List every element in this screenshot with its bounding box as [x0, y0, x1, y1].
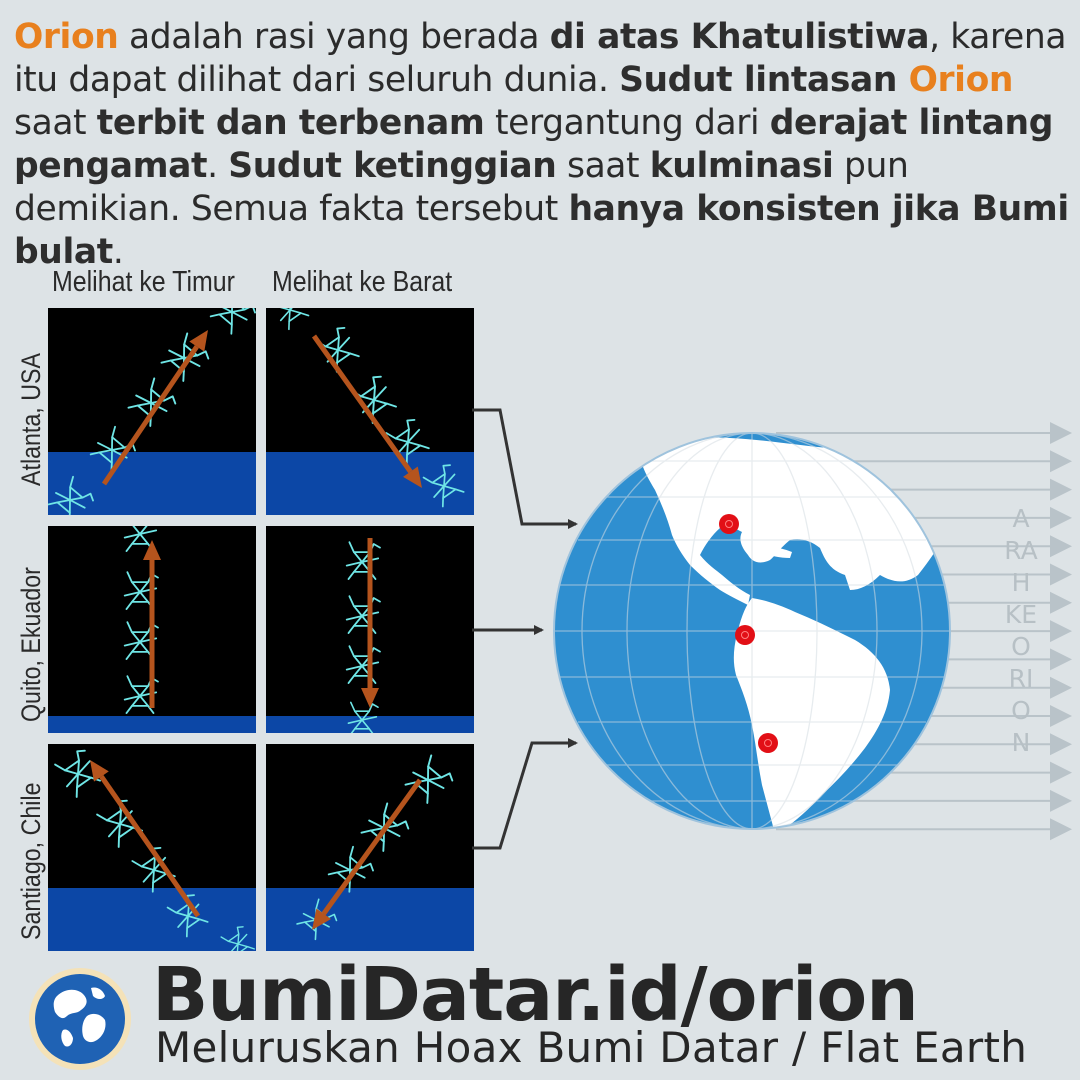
- sky-panel-drawing: [266, 744, 474, 951]
- intro-text: .: [112, 232, 124, 272]
- globe-graticule: [554, 433, 950, 829]
- intro-bold: Sudut lintasan: [619, 60, 909, 100]
- site-url: BumiDatar.id/orion: [152, 952, 919, 1038]
- intro-bold: derajat lintang pengamat: [14, 103, 1053, 186]
- sky-panel-atlanta-east: [48, 308, 256, 515]
- intro-text: adalah rasi yang berada: [118, 17, 550, 57]
- sky-panel-atlanta-west: [266, 308, 474, 515]
- globe: [553, 432, 951, 830]
- sky-panel-drawing: [48, 744, 256, 951]
- intro-bold: kulminasi: [649, 146, 834, 186]
- intro-text: saat: [14, 103, 97, 143]
- intro-bold: Sudut ketinggian: [228, 146, 557, 186]
- intro-text: .: [207, 146, 229, 186]
- intro-bold: di atas Khatulistiwa: [549, 17, 930, 57]
- intro-bold: terbit dan terbenam: [96, 103, 485, 143]
- sky-panel-santiago-west: [266, 744, 474, 951]
- sky-panel-santiago-east: [48, 744, 256, 951]
- orion-direction-label: ARAH KE ORION: [1004, 504, 1038, 757]
- site-tagline: Meluruskan Hoax Bumi Datar / Flat Earth: [155, 1023, 1028, 1072]
- sky-panel-quito-west: [266, 526, 474, 733]
- location-marker-atlanta: [719, 514, 739, 534]
- sky-panel-drawing: [266, 308, 474, 515]
- intro-paragraph: Orion adalah rasi yang berada di atas Kh…: [14, 16, 1074, 274]
- connector-atlanta: [472, 408, 578, 529]
- sky-panel-drawing: [48, 526, 256, 733]
- connector-arrows: [472, 408, 578, 850]
- column-label-west: Melihat ke Barat: [272, 266, 453, 298]
- location-marker-santiago: [758, 733, 778, 753]
- globe-logo: [29, 968, 131, 1070]
- intro-text: , karena itu dapat dilihat dari seluruh …: [14, 17, 1067, 100]
- intro-orion: Orion: [908, 60, 1014, 100]
- intro-bold: hanya konsisten jika Bumi bulat: [14, 189, 1069, 272]
- sky-panel-quito-east: [48, 526, 256, 733]
- globe-outline: [553, 432, 951, 830]
- location-marker-quito: [735, 625, 755, 645]
- intro-text: tergantung dari: [484, 103, 770, 143]
- sky-panel-drawing: [48, 308, 256, 515]
- intro-text: saat: [556, 146, 650, 186]
- intro-text: pun demikian. Semua fakta tersebut: [14, 146, 909, 229]
- column-label-east: Melihat ke Timur: [52, 266, 235, 298]
- sky-panel-drawing: [266, 526, 474, 733]
- intro-orion: Orion: [14, 17, 119, 57]
- connector-santiago: [472, 738, 578, 850]
